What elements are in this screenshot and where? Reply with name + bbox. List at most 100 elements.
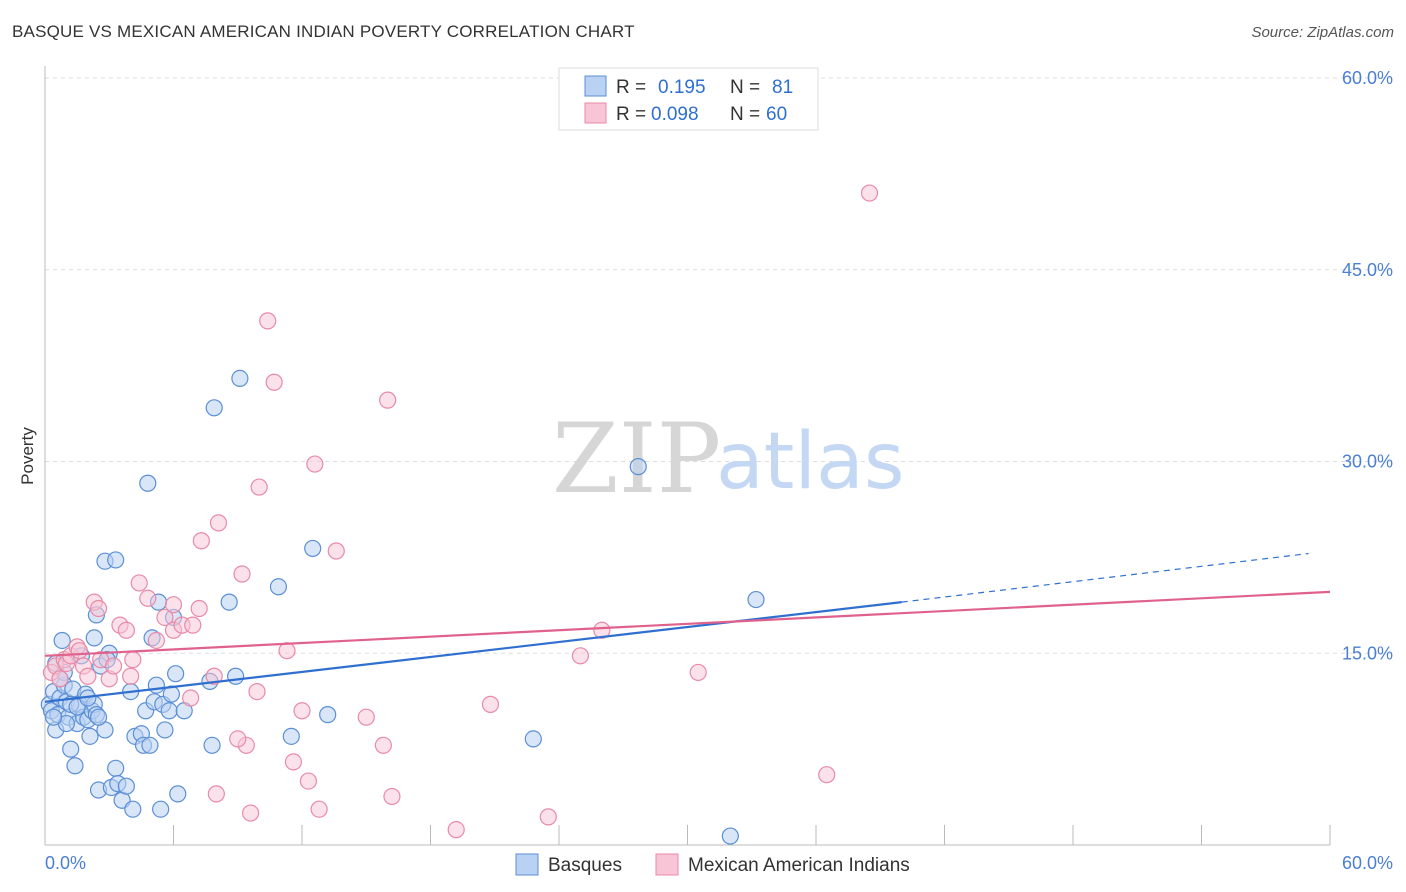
basques-point [721,827,739,845]
basques-point [231,369,249,388]
basques-point [227,667,245,685]
legend-r-value-2: 0.098 [651,104,699,125]
basques-point [167,665,185,683]
mexican-point [593,621,611,639]
mexican-point [229,730,247,748]
mexican-point [207,785,225,803]
mexican-point [299,772,318,790]
mexican-point [447,821,465,839]
basques-point [269,578,288,596]
mexican-point [284,753,303,771]
mexican-point [205,667,223,685]
basques-point [85,629,103,647]
mexican-point [265,373,283,391]
basques-point [319,706,337,724]
legend-n-label-2: N = [730,104,760,125]
basques-point [53,631,71,650]
legend-r-value-1: 0.195 [658,77,706,98]
mexican-point [79,667,97,685]
mexican-point [306,455,324,473]
y-axis-title: Poverty [18,427,37,485]
mexican-points [42,184,879,839]
mexican-point [70,642,88,660]
mexican-point [539,808,557,826]
mexican-point [164,596,183,614]
mexican-point [190,599,208,618]
basques-point [139,474,157,492]
tick-labels: 15.0% 30.0% 45.0% 60.0% 0.0% 60.0% [45,68,1393,873]
basques-point [107,759,125,777]
basques-point [152,800,170,818]
basques-point [156,721,174,739]
mexican-point [379,391,397,409]
mexican-point [259,312,277,330]
basques-point [107,551,125,569]
legend-swatch-mexican [584,102,607,124]
mexican-point [248,682,266,701]
mexican-point [233,565,251,583]
mexican-point [383,787,401,806]
source-label: Source: ZipAtlas.com [1251,24,1394,41]
mexican-point [130,574,148,592]
mexican-point [310,800,328,818]
bottom-legend-swatch-basques [515,853,539,876]
basques-point [66,757,84,775]
chart-title: BASQUE VS MEXICAN AMERICAN INDIAN POVERT… [12,22,635,41]
basques-point [160,702,178,720]
mexican-trend-line [44,590,1331,657]
legend-n-label-1: N = [730,77,760,98]
grid-lines [45,77,1392,654]
mexican-point [327,542,345,560]
basques-trend-line [44,601,902,703]
bottom-legend-mexican: Mexican American Indians [688,855,910,876]
x-tick-label-1: 60.0% [1342,853,1393,873]
mexican-point [89,599,108,618]
mexican-point [571,647,590,665]
mexican-point [860,184,879,202]
watermark-atlas: atlas [716,417,905,507]
basques-point [169,785,187,803]
basques-point [89,708,108,726]
mexican-point [156,608,174,627]
mexican-point [357,708,375,726]
mexican-point [182,689,200,707]
basques-point [629,458,647,476]
basques-point [147,676,165,694]
mexican-point [104,657,123,675]
mexican-point [147,631,165,650]
x-tick-label-0: 0.0% [45,853,86,873]
basques-point [524,730,542,748]
legend-n-value-1: 81 [772,77,793,98]
mexican-point [117,621,135,639]
basques-point [141,736,159,754]
mexican-point [818,766,836,784]
bottom-legend-basques: Basques [548,855,622,876]
mexican-point [51,670,69,688]
mexican-point [139,589,157,607]
basques-point [304,539,322,558]
mexican-point [481,695,500,713]
legend-swatch-basques [584,75,607,97]
y-tick-label-0: 15.0% [1342,643,1393,663]
mexican-point [192,532,210,550]
basques-point [205,399,223,417]
basques-trend-extension [901,552,1309,603]
mexican-point [689,663,707,682]
bottom-legend-swatch-mexican [655,853,679,876]
basques-point [282,727,300,745]
legend-r-label-2: R = [616,104,646,125]
y-tick-label-2: 45.0% [1342,260,1393,280]
y-tick-label-1: 30.0% [1342,452,1393,472]
bottom-legend: Basques Mexican American Indians [515,853,910,876]
basques-point [220,593,238,611]
trend-lines [44,552,1331,703]
basques-point [124,800,142,818]
basques-point [747,590,765,609]
top-legend: R = 0.195 N = 81 R = 0.098 N = 60 [558,67,819,131]
basques-point [203,736,221,754]
legend-r-label-1: R = [616,77,646,98]
mexican-point [209,514,228,532]
mexican-point [124,651,142,669]
mexican-point [184,616,202,634]
